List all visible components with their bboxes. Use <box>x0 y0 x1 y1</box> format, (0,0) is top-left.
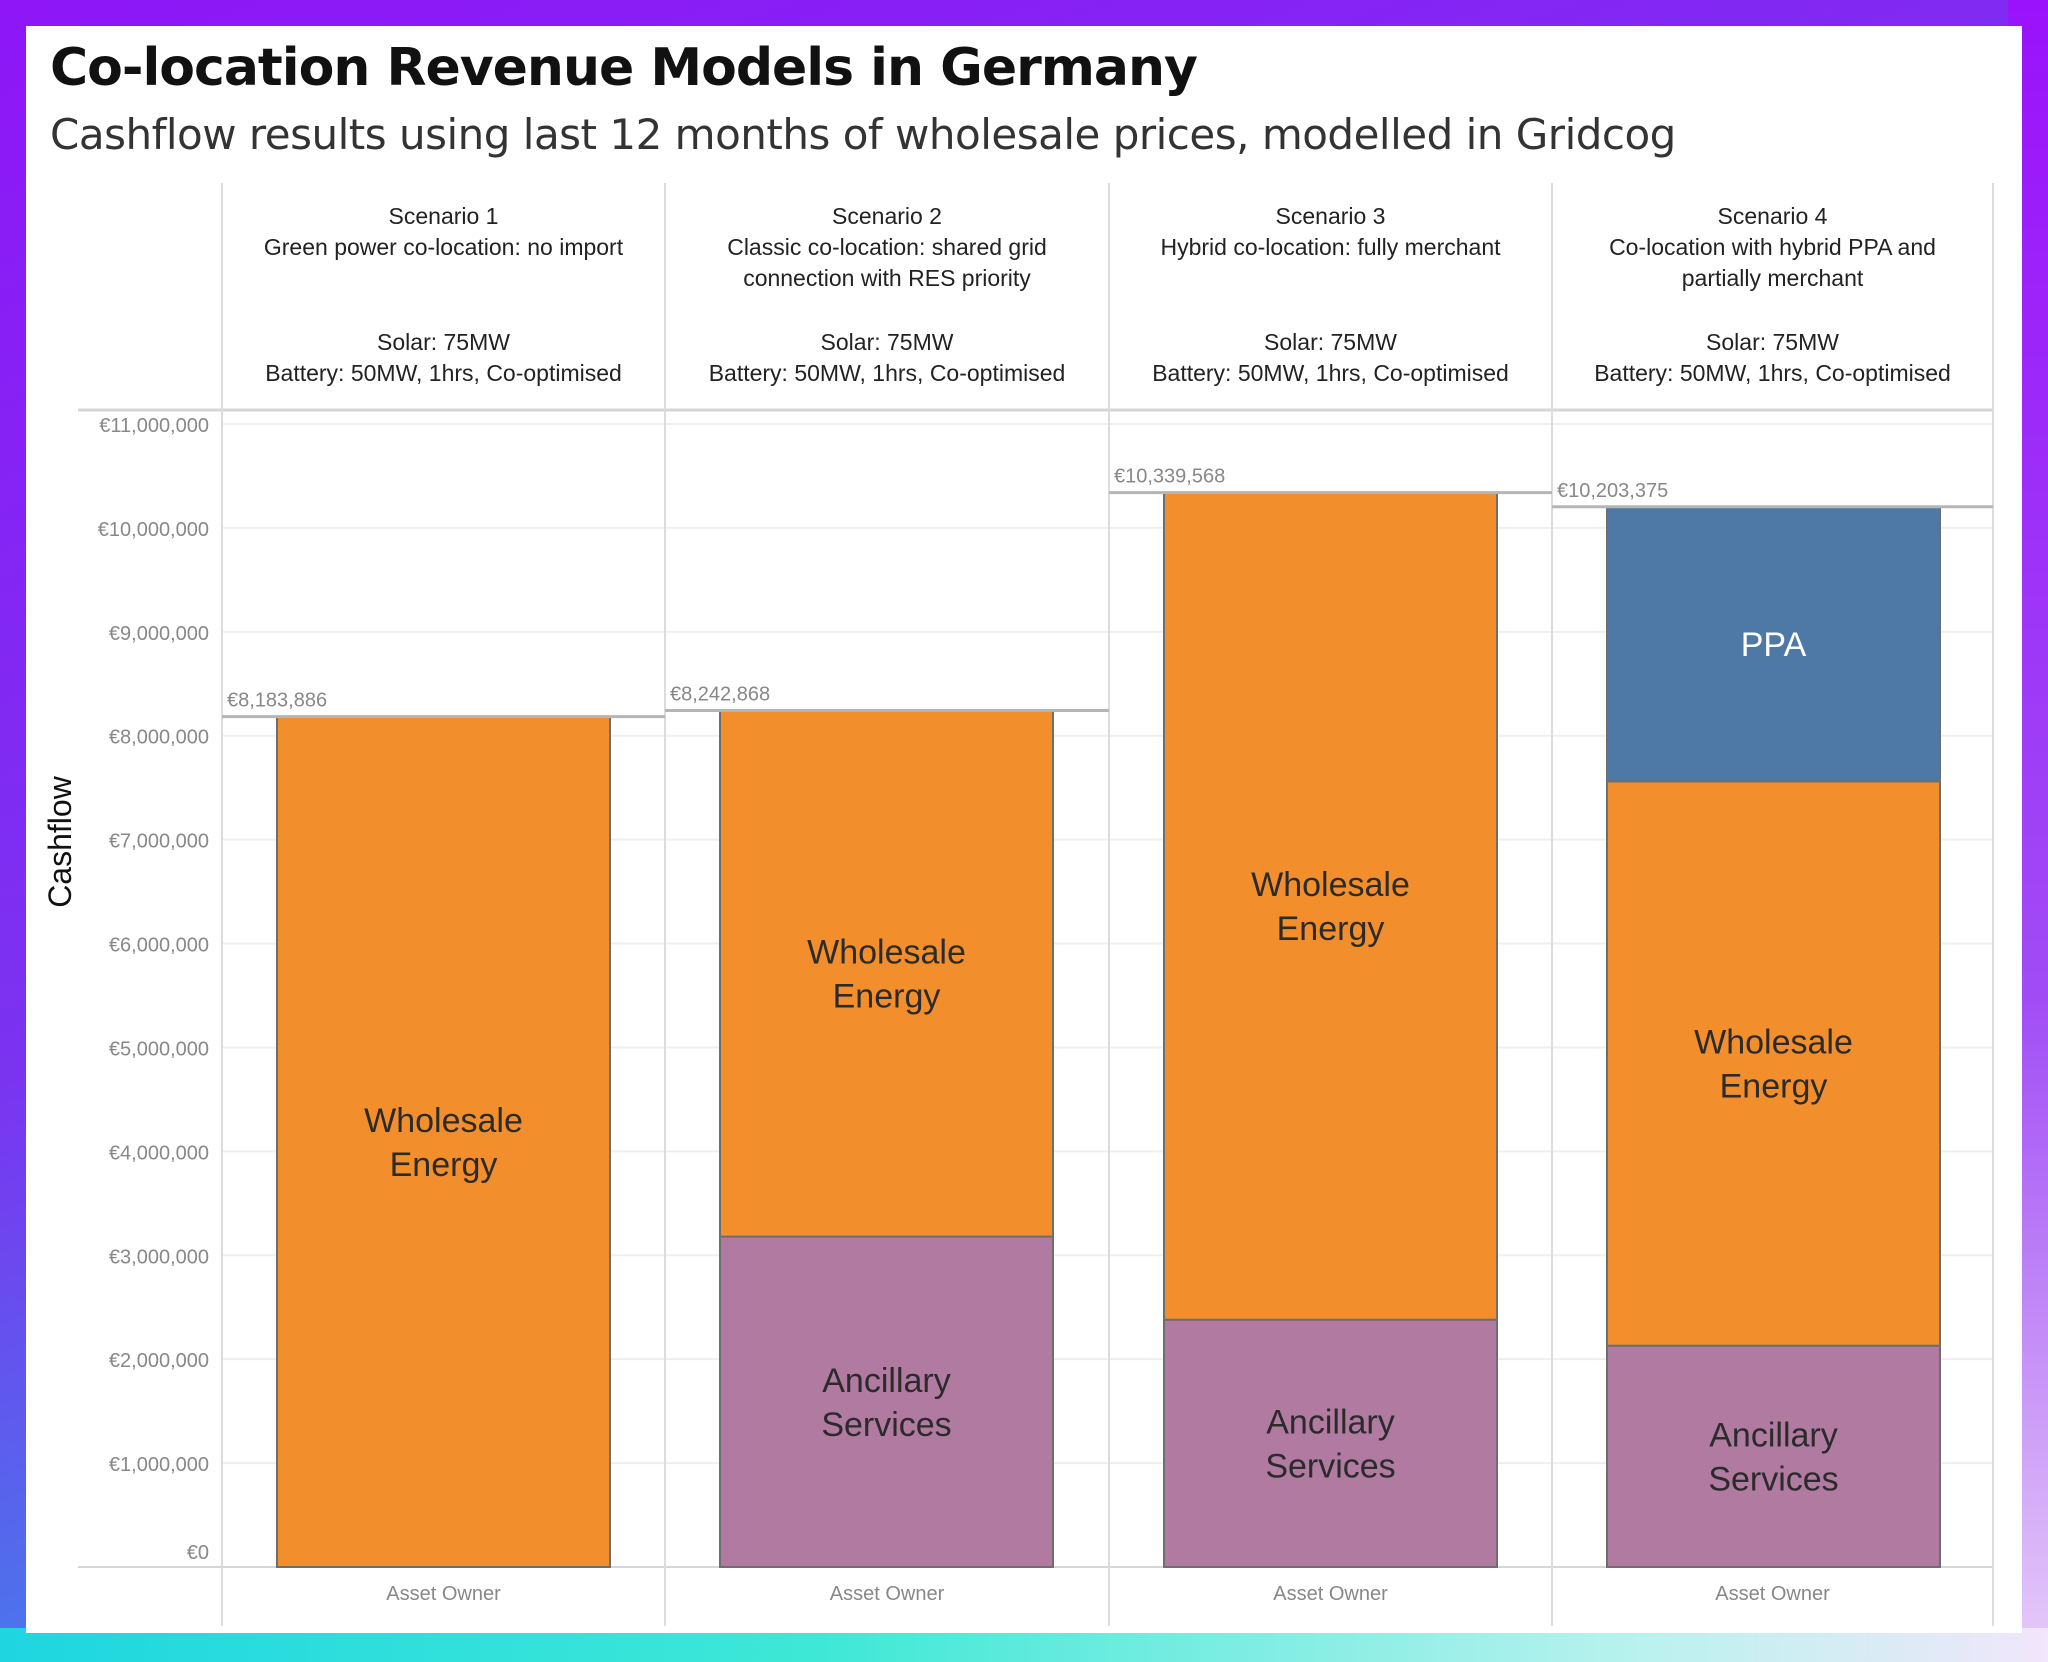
bar-segment-ppa <box>1606 505 1941 783</box>
y-tick-label: €7,000,000 <box>109 831 209 853</box>
total-label: €10,203,375 <box>1557 480 1668 502</box>
bar-segment-ancillary-services <box>1606 1344 1941 1568</box>
y-tick-label: €3,000,000 <box>109 1246 209 1268</box>
segment-label: Ancillary <box>822 1362 950 1400</box>
bar-segment-wholesale-energy <box>1163 491 1498 1321</box>
x-category-label: Asset Owner <box>1715 1583 1830 1605</box>
y-tick-label: €9,000,000 <box>109 623 209 645</box>
segment-label: Wholesale <box>364 1102 523 1140</box>
scenario-header-line: Battery: 50MW, 1hrs, Co-optimised <box>1152 360 1509 386</box>
scenario-header-line: Scenario 2 <box>832 203 942 229</box>
y-tick-label: €8,000,000 <box>109 727 209 749</box>
segment-label: Energy <box>1720 1068 1828 1106</box>
x-category-label: Asset Owner <box>1273 1583 1388 1605</box>
scenario-header-line: Scenario 3 <box>1276 203 1386 229</box>
chart-title: Co-location Revenue Models in Germany <box>50 38 1198 98</box>
y-tick-label: €10,000,000 <box>98 519 209 541</box>
segment-label: Energy <box>833 978 941 1016</box>
scenario-header-line: Scenario 4 <box>1718 203 1828 229</box>
scenario-header-line: Scenario 1 <box>389 203 499 229</box>
scenario-header-line: Battery: 50MW, 1hrs, Co-optimised <box>1594 360 1951 386</box>
y-tick-label: €5,000,000 <box>109 1038 209 1060</box>
segment-label: Energy <box>1277 910 1385 948</box>
y-tick-label: €6,000,000 <box>109 935 209 957</box>
total-label: €8,242,868 <box>670 683 770 705</box>
y-tick-label: €0 <box>187 1542 209 1564</box>
segment-label: PPA <box>1741 626 1807 664</box>
bar-segment-wholesale-energy <box>1606 780 1941 1347</box>
scenario-header-line: Battery: 50MW, 1hrs, Co-optimised <box>265 360 622 386</box>
scenario-header-line: Classic co-location: shared grid <box>727 234 1047 260</box>
segment-label: Wholesale <box>1694 1024 1853 1062</box>
scenario-header-line: partially merchant <box>1682 265 1864 291</box>
y-tick-label: €2,000,000 <box>109 1350 209 1372</box>
scenario-header-line: Hybrid co-location: fully merchant <box>1160 234 1501 260</box>
scenario-header-line: Co-location with hybrid PPA and <box>1609 234 1936 260</box>
total-label: €8,183,886 <box>227 690 327 712</box>
bar-segment-ancillary-services <box>719 1235 1054 1568</box>
bar-segment-wholesale-energy <box>276 715 611 1568</box>
scenario-header-line: Solar: 75MW <box>1264 329 1397 355</box>
segment-label: Services <box>1708 1460 1838 1498</box>
scenario-header-line: Green power co-location: no import <box>264 234 624 260</box>
y-tick-label: €11,000,000 <box>99 415 209 437</box>
chart-subtitle: Cashflow results using last 12 months of… <box>50 110 1676 159</box>
segment-label: Ancillary <box>1709 1416 1837 1454</box>
y-tick-label: €1,000,000 <box>109 1454 209 1476</box>
segment-label: Energy <box>390 1146 498 1184</box>
scenario-header-line: Solar: 75MW <box>377 329 510 355</box>
background-border-bottom <box>0 1628 2048 1662</box>
scenario-header-line: Solar: 75MW <box>1706 329 1839 355</box>
segment-label: Ancillary <box>1266 1403 1394 1441</box>
scenario-header-line: connection with RES priority <box>743 265 1031 291</box>
bar-segment-ancillary-services <box>1163 1318 1498 1569</box>
x-category-label: Asset Owner <box>830 1583 945 1605</box>
scenario-header-line: Battery: 50MW, 1hrs, Co-optimised <box>709 360 1066 386</box>
scenario-header-line: Solar: 75MW <box>821 329 954 355</box>
segment-label: Wholesale <box>1251 866 1410 904</box>
bar-segment-wholesale-energy <box>719 709 1054 1238</box>
segment-label: Services <box>821 1406 951 1444</box>
x-category-label: Asset Owner <box>386 1583 501 1605</box>
segment-label: Wholesale <box>807 934 966 972</box>
y-tick-label: €4,000,000 <box>109 1142 209 1164</box>
segment-label: Services <box>1265 1447 1395 1485</box>
y-axis-label: Cashflow <box>42 775 78 908</box>
total-label: €10,339,568 <box>1114 466 1225 488</box>
